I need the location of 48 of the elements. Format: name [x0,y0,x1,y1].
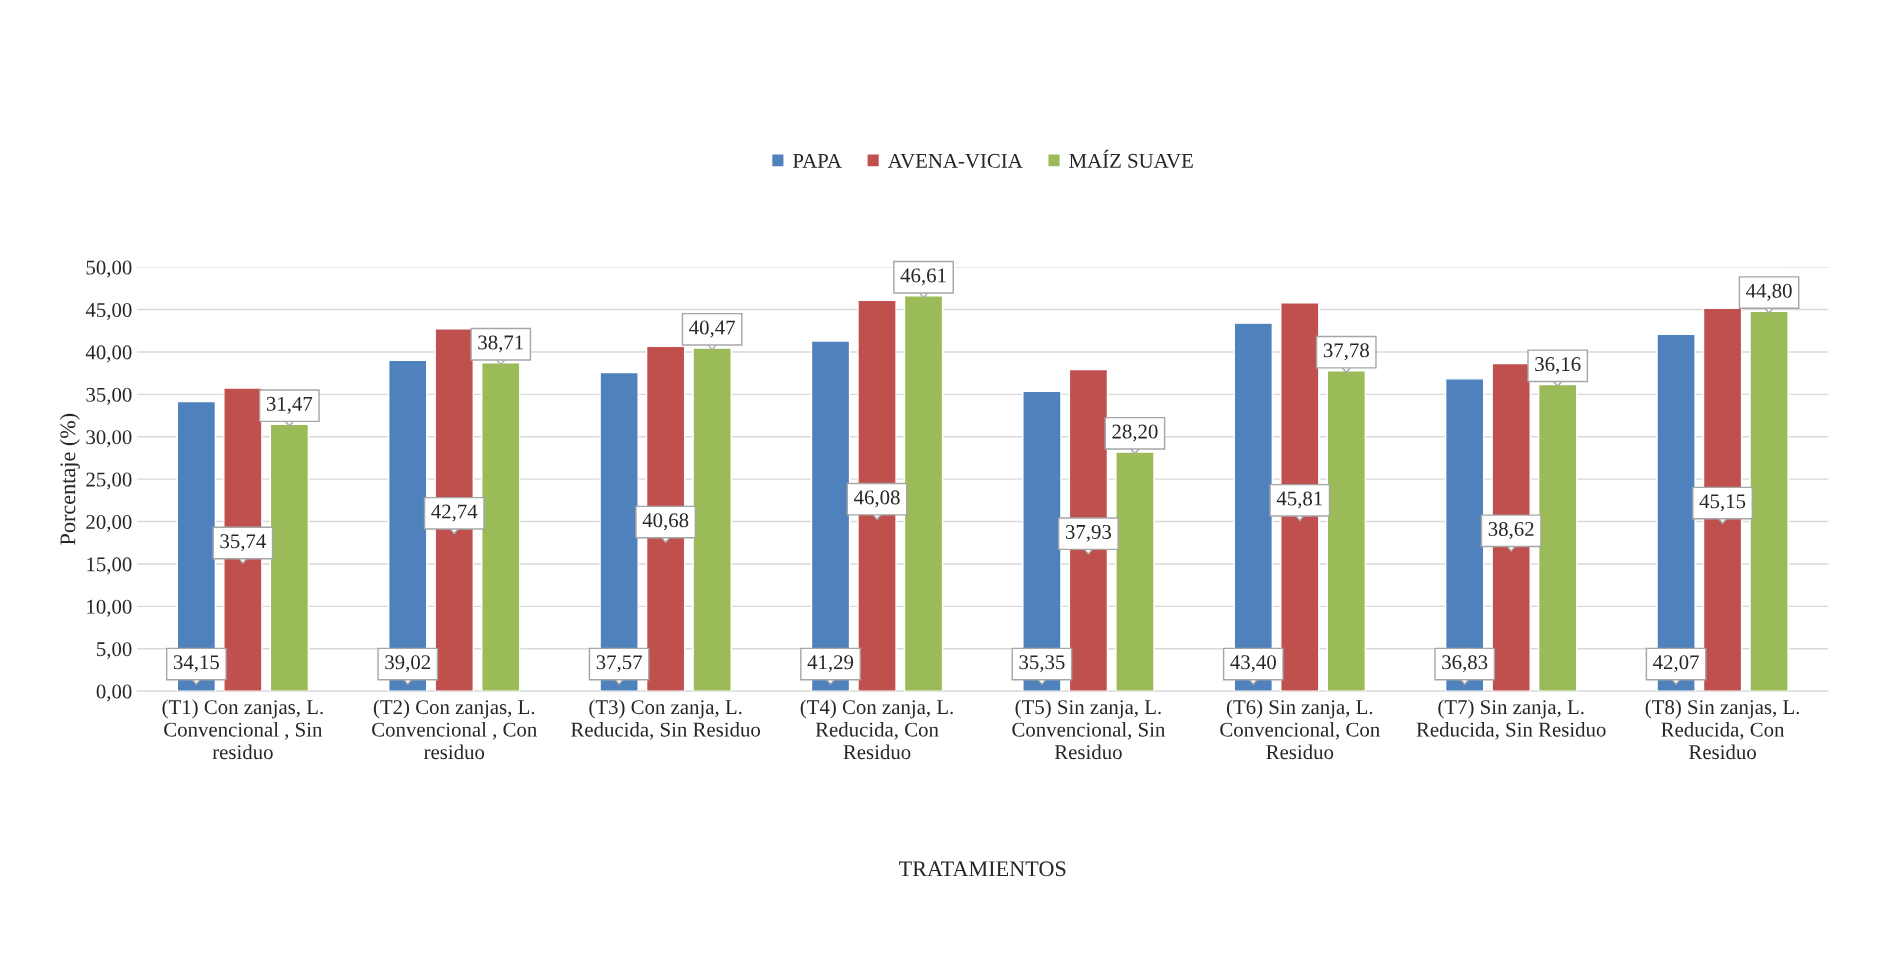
x-tick-label: (T7) Sin zanja, L. Reducida, Sin Residuo [1416,699,1606,740]
y-tick-label: 40,00 [85,345,132,363]
y-tick-label: 5,00 [97,642,132,660]
data-label: 43,40 [1230,655,1276,673]
y-tick-label: 30,00 [86,430,132,448]
data-label: 38,71 [478,335,523,353]
data-label: 37,93 [1065,524,1112,542]
data-label: 44,80 [1746,283,1792,301]
x-tick-label: (T6) Sin zanja, L. Convencional, Con Residuo [1220,699,1380,760]
data-label: 46,08 [853,490,900,508]
x-tick-label: (T4) Con zanja, L. Reducida, Con Residuo [800,699,953,760]
data-label: 45,81 [1276,491,1322,509]
data-label: 36,83 [1442,655,1488,673]
data-label: 46,61 [900,268,946,286]
x-axis-title: TRATAMIENTOS [899,861,1066,877]
data-label: 36,16 [1535,357,1581,375]
y-tick-label: 35,00 [86,387,132,405]
data-label: 34,15 [173,655,219,673]
y-tick-label: 50,00 [86,260,132,278]
legend-label: PAPA [793,153,842,168]
x-tick-label: (T3) Con zanja, L. Reducida, Sin Residuo [571,699,761,740]
data-label: 28,20 [1112,424,1158,442]
x-tick-label: (T5) Sin zanja, L. Convencional, Sin Residuo [1012,699,1166,760]
data-label: 41,29 [807,655,854,673]
data-label: 39,02 [385,655,431,673]
y-tick-label: 25,00 [86,472,132,490]
data-label: 38,62 [1488,521,1534,540]
x-tick-label: (T1) Con zanjas, L. Convencional , Sin residuo [162,699,323,760]
data-label: 42,74 [431,504,478,522]
data-label: 35,35 [1019,655,1065,673]
x-tick-label: (T2) Con zanjas, L. Convencional , Con residuo [372,699,537,760]
data-label: 42,07 [1653,655,1699,673]
y-tick-label: 15,00 [87,557,132,575]
y-tick-label: 20,00 [86,514,132,532]
data-label: 37,57 [596,655,642,673]
y-tick-label: 45,00 [85,302,132,320]
data-label: 37,78 [1323,343,1369,361]
legend-label: AVENA-VICIA [887,153,1023,168]
data-label: 31,47 [266,396,313,414]
data-label: 40,47 [689,320,735,338]
data-label: 40,68 [642,513,689,531]
y-tick-label: 0,00 [96,684,132,702]
y-axis-title: Porcentaje (%) [59,413,80,545]
data-label: 45,15 [1699,494,1746,512]
legend-label: MAÍZ SUAVE [1069,149,1193,168]
data-label: 35,74 [220,534,266,552]
y-tick-label: 10,00 [87,599,132,617]
x-tick-label: (T8) Sin zanjas, L. Reducida, Con Residuo [1645,699,1800,760]
